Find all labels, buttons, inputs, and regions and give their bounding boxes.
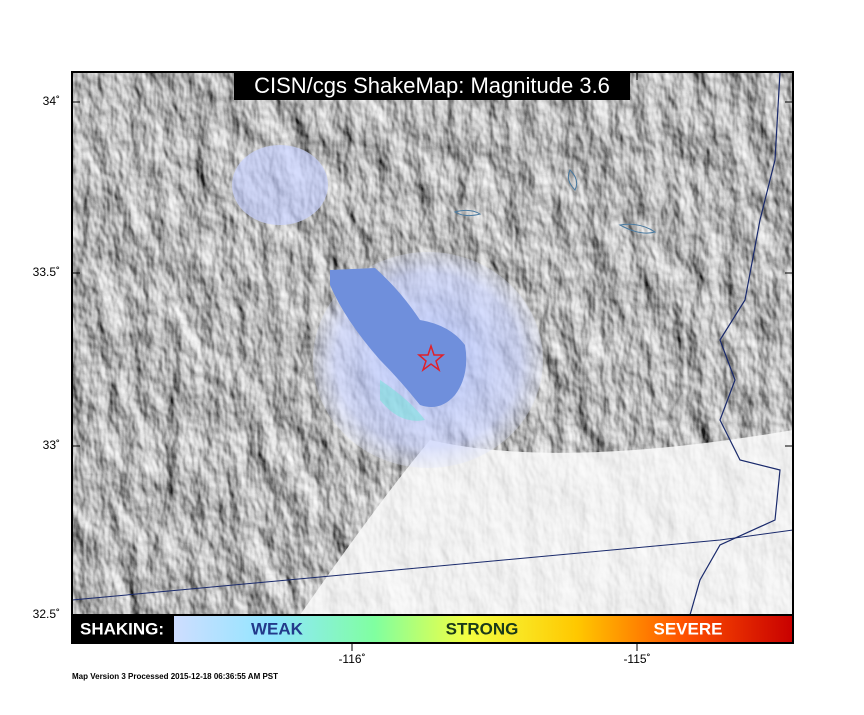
footer: Map Version 3 Processed 2015-12-18 06:36… (72, 672, 278, 681)
border (72, 529, 793, 601)
title-bg (234, 72, 630, 100)
state-border (689, 72, 781, 615)
lat-label: 33˚ (43, 438, 60, 452)
legend-level: SEVERE (654, 619, 723, 638)
legend-level: WEAK (251, 619, 304, 638)
shaking-scale (71, 614, 794, 644)
lat-label: 34˚ (43, 94, 60, 108)
lon-label: -115˚ (623, 652, 650, 666)
lake (453, 169, 657, 234)
legend-levels: WEAK STRONG SEVERE (251, 619, 722, 638)
legend-heading: SHAKING: (80, 619, 164, 638)
salton-sea (330, 268, 467, 408)
axes: 34˚ 33.5˚ 33˚ 32.5˚ -116˚ -115˚ (33, 72, 793, 666)
map-area (72, 72, 793, 615)
shaking-area (232, 145, 328, 225)
map-title: CISN/cgs ShakeMap: Magnitude 3.6 (254, 73, 610, 98)
desert-plain (300, 430, 793, 615)
lat-label: 33.5˚ (33, 265, 60, 279)
lon-label: -116˚ (338, 652, 365, 666)
lat-label: 32.5˚ (33, 607, 60, 621)
legend-heading-bg (72, 615, 174, 643)
epicenter (416, 343, 446, 373)
shaking-area (380, 380, 425, 421)
legend-level: STRONG (446, 619, 519, 638)
